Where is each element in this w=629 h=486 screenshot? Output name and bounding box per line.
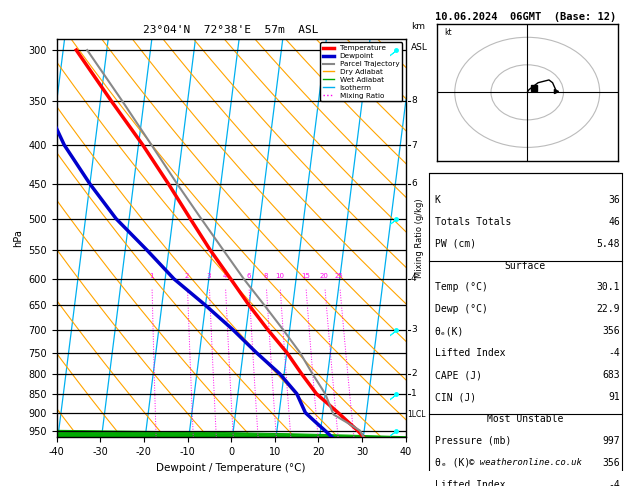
Text: 356: 356 <box>602 458 620 468</box>
Text: 356: 356 <box>602 326 620 336</box>
Title: 23°04'N  72°38'E  57m  ASL: 23°04'N 72°38'E 57m ASL <box>143 25 319 35</box>
Text: km: km <box>411 22 425 31</box>
Text: Lifted Index: Lifted Index <box>435 348 505 358</box>
Text: Mixing Ratio (g/kg): Mixing Ratio (g/kg) <box>415 198 425 278</box>
Text: 8: 8 <box>411 96 417 105</box>
Legend: Temperature, Dewpoint, Parcel Trajectory, Dry Adiabat, Wet Adiabat, Isotherm, Mi: Temperature, Dewpoint, Parcel Trajectory… <box>320 42 402 102</box>
Text: 22.9: 22.9 <box>596 304 620 314</box>
Text: 2: 2 <box>185 273 189 279</box>
Text: 8: 8 <box>264 273 268 279</box>
Text: Temp (°C): Temp (°C) <box>435 282 487 293</box>
X-axis label: Dewpoint / Temperature (°C): Dewpoint / Temperature (°C) <box>157 463 306 473</box>
Text: 91: 91 <box>608 392 620 402</box>
Text: PW (cm): PW (cm) <box>435 239 476 249</box>
Text: 7: 7 <box>411 140 417 150</box>
Text: 6: 6 <box>247 273 251 279</box>
Text: 997: 997 <box>602 436 620 446</box>
Text: 6: 6 <box>411 179 417 189</box>
Text: -4: -4 <box>608 348 620 358</box>
Text: -4: -4 <box>608 480 620 486</box>
Text: Pressure (mb): Pressure (mb) <box>435 436 511 446</box>
Text: CAPE (J): CAPE (J) <box>435 370 482 380</box>
Text: 2: 2 <box>411 369 416 378</box>
Text: 20: 20 <box>320 273 328 279</box>
Text: 1: 1 <box>411 389 417 399</box>
Text: 3: 3 <box>411 325 417 334</box>
Text: © weatheronline.co.uk: © weatheronline.co.uk <box>469 458 582 467</box>
Text: 1LCL: 1LCL <box>408 410 426 419</box>
Text: 3: 3 <box>207 273 211 279</box>
Text: 4: 4 <box>223 273 227 279</box>
Text: Surface: Surface <box>504 260 546 271</box>
Text: 36: 36 <box>608 195 620 205</box>
Text: Dewp (°C): Dewp (°C) <box>435 304 487 314</box>
Text: 25: 25 <box>335 273 343 279</box>
Text: CIN (J): CIN (J) <box>435 392 476 402</box>
Text: 4: 4 <box>411 275 416 283</box>
Text: K: K <box>435 195 440 205</box>
Text: 10.06.2024  06GMT  (Base: 12): 10.06.2024 06GMT (Base: 12) <box>435 12 616 22</box>
Text: Most Unstable: Most Unstable <box>487 414 564 424</box>
Text: θₑ (K): θₑ (K) <box>435 458 470 468</box>
Text: Lifted Index: Lifted Index <box>435 480 505 486</box>
Text: 46: 46 <box>608 217 620 226</box>
Text: 15: 15 <box>301 273 310 279</box>
Text: ASL: ASL <box>411 43 428 52</box>
Text: 683: 683 <box>602 370 620 380</box>
Text: θₑ(K): θₑ(K) <box>435 326 464 336</box>
Text: 30.1: 30.1 <box>596 282 620 293</box>
Text: 1: 1 <box>150 273 154 279</box>
Y-axis label: hPa: hPa <box>13 229 23 247</box>
Text: 5.48: 5.48 <box>596 239 620 249</box>
Text: 10: 10 <box>275 273 284 279</box>
Text: Totals Totals: Totals Totals <box>435 217 511 226</box>
